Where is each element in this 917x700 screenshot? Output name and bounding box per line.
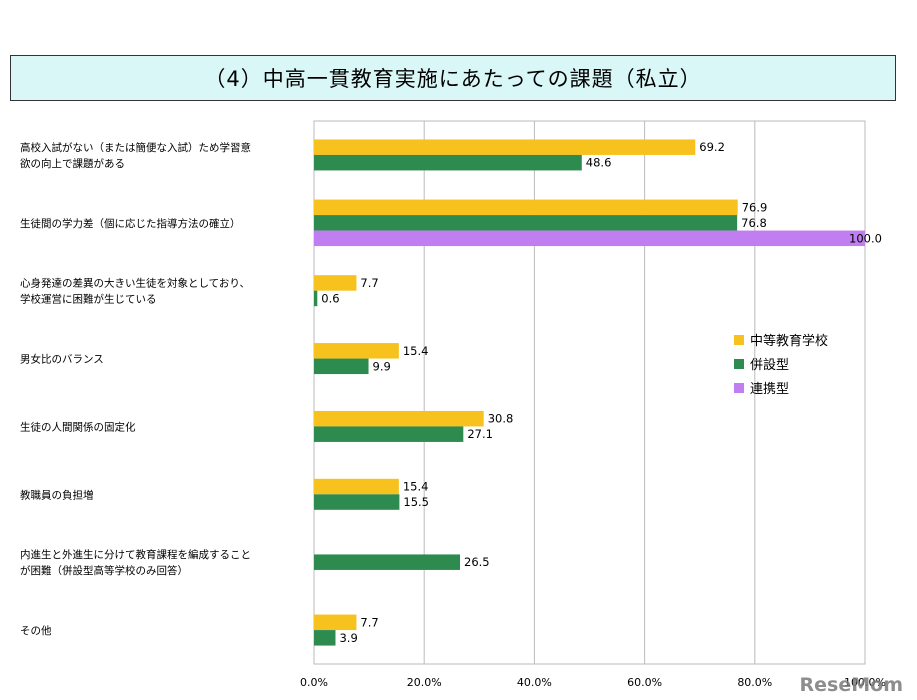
data-label: 15.4: [403, 480, 429, 494]
x-tick-label: 20.0%: [407, 676, 442, 689]
category-label: 欲の向上で課題がある: [20, 157, 125, 170]
category-label: その他: [20, 624, 52, 637]
bar-併設型: [314, 215, 738, 231]
data-label: 7.7: [360, 276, 378, 290]
bar-連携型: [314, 230, 865, 247]
data-label: 100.0: [849, 231, 882, 245]
bar-中等教育学校: [314, 614, 357, 631]
bar-中等教育学校: [314, 478, 399, 495]
legend-label: 併設型: [750, 357, 789, 373]
x-tick-label: 0.0%: [300, 676, 328, 689]
x-tick-label: 40.0%: [517, 676, 552, 689]
legend-swatch: [734, 383, 744, 393]
category-label: 高校入試がない（または簡便な入試）ため学習意: [20, 141, 251, 154]
data-label: 30.8: [488, 412, 514, 426]
data-label: 3.9: [339, 631, 357, 645]
data-label: 48.6: [586, 156, 612, 170]
bar-併設型: [314, 290, 318, 307]
category-label: 心身発達の差異の大きい生徒を対象としており、: [20, 277, 250, 290]
category-label: 生徒間の学力差（個に応じた指導方法の確立）: [20, 217, 241, 230]
category-label: 教職員の負担増: [20, 488, 94, 501]
bar-中等教育学校: [314, 343, 399, 359]
chart-title: （4）中高一貫教育実施にあたっての課題（私立）: [10, 55, 896, 101]
data-label: 15.5: [403, 495, 429, 509]
legend-label: 連携型: [750, 381, 789, 397]
data-label: 76.9: [742, 200, 768, 214]
bar-併設型: [314, 426, 464, 442]
data-label: 9.9: [373, 359, 391, 373]
data-label: 15.4: [403, 344, 429, 358]
category-label: 学校運営に困難が生じている: [20, 293, 157, 306]
watermark-logo: ReseMom: [799, 674, 903, 696]
bar-中等教育学校: [314, 199, 738, 216]
bar-併設型: [314, 154, 582, 171]
x-tick-label: 100.0%: [844, 676, 886, 689]
bar-中等教育学校: [314, 139, 696, 155]
data-label: 76.8: [741, 216, 767, 230]
data-label: 69.2: [699, 140, 725, 154]
bar-併設型: [314, 494, 400, 510]
data-label: 26.5: [464, 555, 490, 569]
bar-併設型: [314, 630, 336, 646]
legend-swatch: [734, 359, 744, 369]
category-label: 生徒の人間関係の固定化: [20, 420, 136, 433]
category-label: が困難（併設型高等学校のみ回答）: [20, 564, 188, 577]
legend-label: 中等教育学校: [750, 333, 828, 349]
bar-併設型: [314, 358, 369, 375]
legend-swatch: [734, 335, 744, 345]
category-label: 男女比のバランス: [20, 353, 104, 366]
bar-併設型: [314, 554, 461, 570]
x-tick-label: 80.0%: [737, 676, 772, 689]
bar-中等教育学校: [314, 275, 357, 291]
bar-中等教育学校: [314, 410, 484, 427]
data-label: 7.7: [360, 615, 378, 629]
data-label: 27.1: [467, 427, 493, 441]
x-tick-label: 60.0%: [627, 676, 662, 689]
data-label: 0.6: [321, 291, 339, 305]
category-label: 内進生と外進生に分けて教育課程を編成すること: [20, 548, 251, 561]
